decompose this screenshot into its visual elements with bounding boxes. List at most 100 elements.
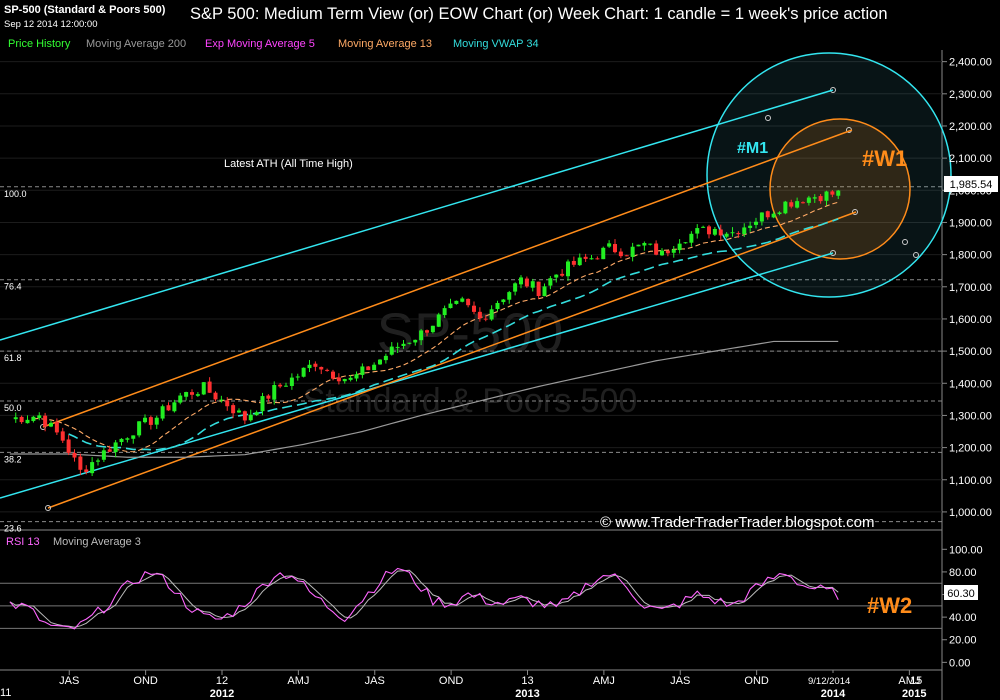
candle-up (301, 367, 306, 377)
candle-down (60, 431, 65, 441)
candle-up (795, 201, 800, 208)
legend-moving-average-13: Moving Average 13 (338, 38, 432, 50)
price-grid (0, 61, 942, 513)
candle-up (172, 402, 177, 412)
last-price-value: 1,985.54 (950, 179, 993, 191)
candle-up (289, 377, 294, 386)
candle-up (237, 410, 241, 413)
candle-down (190, 392, 194, 395)
candle-down (595, 258, 600, 260)
candle-up (677, 243, 682, 251)
candle-up (49, 422, 53, 427)
symbol-title: SP-500 (Standard & Poors 500) (4, 4, 166, 16)
candle-down (425, 330, 429, 333)
candle-down (207, 381, 212, 393)
candle-down (148, 417, 153, 425)
candle-up (143, 417, 147, 423)
candle-down (266, 395, 271, 399)
rsi-lines (9, 567, 839, 630)
m1-label: #M1 (737, 140, 768, 157)
candle-up (742, 227, 747, 235)
candle-down (213, 392, 218, 400)
candle-up (695, 228, 700, 234)
x-tick-label: JAS (670, 675, 690, 687)
candle-up (689, 233, 694, 243)
candle-down (560, 273, 565, 276)
candle-down (618, 251, 623, 257)
candle-up (530, 281, 535, 288)
legend-moving-average-200: Moving Average 200 (86, 38, 186, 50)
candle-up (771, 213, 776, 218)
price-tick-label: 2,100.00 (949, 153, 992, 165)
candle-up (436, 314, 441, 327)
candle-down (472, 305, 476, 312)
candle-down (801, 202, 805, 204)
candle-up (25, 419, 30, 424)
fib-label: 100.0 (4, 189, 27, 199)
x-tick-label: OND (133, 675, 158, 687)
candle-down (707, 226, 711, 235)
w1-target-circle (769, 118, 911, 260)
candle-up (454, 300, 459, 304)
candle-up (589, 258, 594, 260)
fib-label: 76.4 (4, 282, 22, 292)
candle-up (660, 250, 664, 256)
price-tick-label: 2,300.00 (949, 89, 992, 101)
candle-down (665, 250, 670, 254)
fib-label: 50.0 (4, 403, 22, 413)
candle-up (407, 342, 412, 344)
candle-up (284, 385, 288, 387)
candle-up (712, 228, 717, 235)
candle-up (354, 374, 359, 379)
candle-down (830, 191, 835, 195)
candle-up (125, 438, 130, 440)
candle-down (765, 211, 770, 218)
candle-down (336, 377, 341, 382)
m1-channel-top (0, 89, 834, 341)
candle-up (160, 406, 165, 419)
candle-up (730, 232, 735, 234)
candle-up (812, 197, 817, 199)
candle-up (401, 343, 406, 346)
candle-down (54, 421, 59, 433)
x-tick-label: AMJ (898, 675, 920, 687)
candle-up (701, 226, 706, 228)
candle-up (413, 339, 418, 343)
candle-down (84, 469, 89, 473)
candle-up (154, 417, 159, 425)
candle-down (72, 452, 77, 458)
cursor-date-tag (804, 673, 858, 687)
price-tick-label: 1,600.00 (949, 314, 992, 326)
price-tick-label: 2,400.00 (949, 57, 992, 69)
candle-up (642, 243, 647, 246)
ma200-line (9, 340, 839, 458)
x-tick-label: AMJ (593, 675, 615, 687)
x-label-2015: 2015 (902, 688, 926, 700)
candle-up (836, 190, 841, 196)
candle-up (783, 201, 788, 214)
candle-down (166, 405, 171, 411)
candle-up (101, 450, 106, 460)
vwap34-line (68, 218, 839, 451)
candle-up (254, 412, 259, 416)
candle-down (736, 233, 741, 235)
candle-up (195, 394, 200, 396)
candle-down (231, 405, 236, 414)
x-tick-label: AMJ (287, 675, 309, 687)
target-circles (706, 52, 952, 298)
rsi-label: RSI 13 (6, 536, 40, 548)
candle-down (789, 202, 794, 207)
rsi-last-value: 60.30 (947, 588, 975, 600)
candle-down (319, 366, 324, 370)
x-left-edge-label: 11 (0, 687, 11, 699)
candle-up (630, 246, 635, 257)
candle-up (395, 346, 400, 348)
last-price-tag (944, 176, 998, 192)
w2-label: #W2 (867, 593, 912, 618)
candle-up (554, 274, 559, 278)
rsi-line (9, 567, 839, 630)
candle-up (519, 277, 523, 285)
price-tick-label: 2,200.00 (949, 121, 992, 133)
candle-down (583, 256, 588, 259)
